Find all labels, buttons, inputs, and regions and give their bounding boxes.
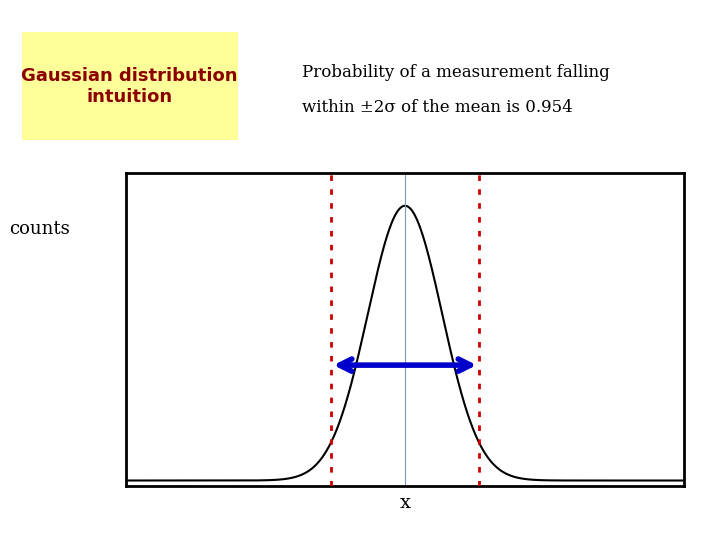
Text: counts: counts bbox=[9, 220, 70, 238]
Text: Gaussian distribution
intuition: Gaussian distribution intuition bbox=[22, 67, 238, 106]
X-axis label: x: x bbox=[400, 494, 410, 512]
Text: Probability of a measurement falling: Probability of a measurement falling bbox=[302, 64, 610, 82]
Text: within ±2σ of the mean is 0.954: within ±2σ of the mean is 0.954 bbox=[302, 99, 573, 117]
